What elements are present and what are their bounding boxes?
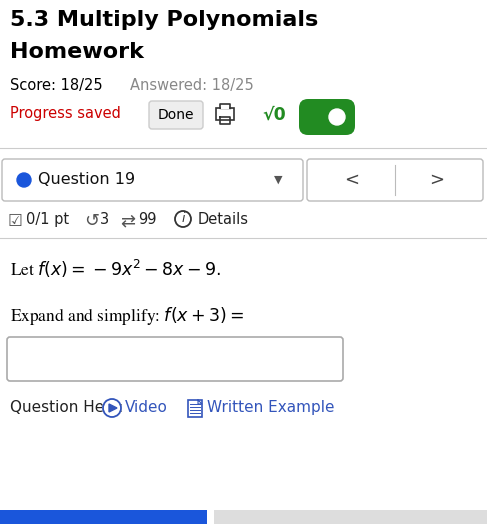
Circle shape	[17, 173, 31, 187]
Text: 5.3 Multiply Polynomials: 5.3 Multiply Polynomials	[10, 10, 318, 30]
Text: 3: 3	[100, 212, 109, 227]
Text: √0: √0	[262, 106, 286, 124]
Text: Answered: 18/25: Answered: 18/25	[130, 78, 254, 93]
Text: ⇄: ⇄	[120, 212, 135, 230]
Circle shape	[175, 211, 191, 227]
Text: >: >	[430, 171, 445, 189]
Text: Question Help:: Question Help:	[10, 400, 123, 415]
FancyBboxPatch shape	[2, 159, 303, 201]
Text: 99: 99	[138, 212, 156, 227]
FancyBboxPatch shape	[216, 108, 234, 120]
Text: ↺: ↺	[84, 212, 99, 230]
Polygon shape	[109, 404, 117, 412]
FancyBboxPatch shape	[214, 510, 487, 524]
Text: Written Example: Written Example	[207, 400, 335, 415]
Text: Let $f(x) = -9x^2 - 8x - 9.$: Let $f(x) = -9x^2 - 8x - 9.$	[10, 258, 221, 280]
FancyBboxPatch shape	[188, 400, 202, 417]
Text: Details: Details	[198, 212, 249, 227]
Text: Done: Done	[158, 108, 194, 122]
Text: Homework: Homework	[10, 42, 144, 62]
FancyBboxPatch shape	[307, 159, 483, 201]
Text: ▼: ▼	[274, 175, 282, 185]
FancyBboxPatch shape	[7, 337, 343, 381]
Circle shape	[329, 109, 345, 125]
Text: Question 19: Question 19	[38, 172, 135, 187]
Text: Video: Video	[125, 400, 168, 415]
FancyBboxPatch shape	[149, 101, 203, 129]
Text: 0/1 pt: 0/1 pt	[26, 212, 69, 227]
Text: Score: 18/25: Score: 18/25	[10, 78, 103, 93]
Text: i: i	[181, 212, 185, 226]
FancyBboxPatch shape	[0, 510, 207, 524]
Text: Progress saved: Progress saved	[10, 106, 121, 121]
Text: ☑: ☑	[8, 212, 23, 230]
Circle shape	[103, 399, 121, 417]
Text: Expand and simplify: $f(x + 3) =$: Expand and simplify: $f(x + 3) =$	[10, 305, 244, 327]
FancyBboxPatch shape	[299, 99, 355, 135]
Text: <: <	[344, 171, 359, 189]
